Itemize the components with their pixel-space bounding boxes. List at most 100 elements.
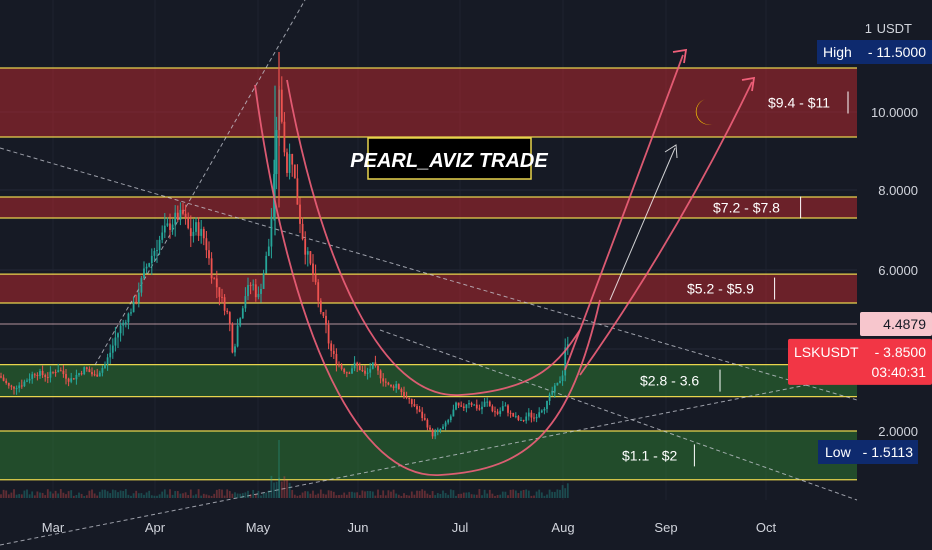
bowl-arc-inner: [286, 79, 581, 396]
volume-bar: [153, 495, 156, 498]
x-tick-label: Aug: [551, 520, 574, 535]
candle-body: [23, 381, 26, 387]
volume-bar: [447, 494, 450, 498]
candle-body: [36, 374, 39, 377]
volume-bar: [296, 495, 299, 498]
candle-body: [470, 403, 473, 405]
volume-bar: [52, 493, 54, 498]
volume-bar: [135, 490, 138, 498]
volume-bar: [208, 495, 210, 498]
volume-bar: [23, 490, 26, 498]
candle-body: [260, 288, 262, 294]
current-countdown: 03:40:31: [872, 364, 927, 380]
candle-body: [265, 255, 268, 274]
volume-bar: [473, 494, 476, 498]
volume-bar: [449, 489, 452, 498]
volume-bar: [96, 495, 99, 498]
watermark-text: PEARL_AVIZ TRADE: [350, 150, 548, 172]
candle-body: [200, 228, 203, 236]
candle-body: [525, 416, 528, 421]
y-tick-label: 6.0000: [878, 263, 918, 278]
candle-body: [462, 406, 465, 409]
candle-body: [85, 367, 88, 370]
volume-bar: [364, 491, 366, 498]
volume-bar: [137, 493, 140, 498]
candle-body: [70, 378, 73, 382]
candle-body: [340, 364, 343, 369]
candle-body: [540, 410, 543, 413]
candle-body: [403, 392, 405, 397]
descending-trendline-lower: [379, 329, 858, 501]
candle-body: [431, 429, 434, 437]
candle-body: [314, 274, 317, 283]
candle-body: [122, 322, 125, 326]
volume-bar: [85, 495, 88, 498]
volume-bar: [67, 491, 70, 498]
candle-body: [286, 152, 288, 173]
low-tag: [818, 440, 918, 464]
zone-band: [0, 68, 857, 137]
candle-body: [429, 427, 431, 430]
candle-body: [390, 384, 392, 387]
candle-body: [239, 318, 242, 326]
volume-bar: [41, 492, 44, 498]
zone-label: $9.4 - $11: [768, 95, 830, 111]
volume-bar: [369, 491, 372, 498]
candle-body: [384, 381, 387, 383]
volume-bar: [231, 493, 234, 498]
volume-bar: [124, 489, 127, 498]
candle-body: [98, 372, 101, 377]
candle-body: [114, 337, 117, 346]
candle-body: [270, 216, 273, 247]
volume-bar: [234, 492, 236, 498]
zone-band: [0, 431, 857, 480]
candle-body: [197, 222, 200, 236]
candle-body: [13, 386, 15, 389]
candle-body: [343, 368, 346, 373]
volume-bar: [5, 490, 8, 498]
candle-body: [501, 406, 504, 411]
candle-body: [67, 378, 70, 382]
volume-bar: [397, 494, 400, 498]
candle-body: [231, 323, 234, 353]
candle-body: [221, 296, 223, 298]
candle-body: [163, 225, 166, 233]
high-tag: [817, 40, 932, 64]
candle-body: [213, 278, 216, 280]
volume-bar: [431, 491, 434, 498]
candle-body: [0, 376, 2, 378]
candle-body: [166, 223, 169, 226]
candle-body: [187, 217, 190, 229]
candle-body: [465, 404, 468, 409]
candle-body: [75, 374, 78, 380]
up-arrow-curve-1: [564, 54, 684, 371]
volume-bar: [299, 495, 301, 498]
candle-body: [161, 232, 164, 240]
volume-bar: [421, 489, 424, 498]
y-tick-label: 8.0000: [878, 183, 918, 198]
candle-body: [447, 420, 450, 423]
volume-bar: [475, 494, 478, 498]
candle-body: [468, 403, 470, 405]
volume-bar: [15, 494, 18, 498]
ascending-trendline-long: [0, 374, 858, 546]
volume-bar: [205, 494, 208, 498]
currency-label: USDT: [877, 21, 912, 36]
volume-bar: [286, 479, 288, 498]
candle-body: [57, 370, 60, 373]
volume-bar: [195, 494, 197, 498]
volume-bar: [514, 490, 517, 498]
volume-bar: [429, 494, 431, 498]
volume-bar: [213, 493, 216, 498]
volume-bar: [46, 489, 49, 498]
volume-bar: [319, 489, 322, 498]
zone-band: [0, 197, 857, 218]
volume-bar: [223, 495, 226, 498]
x-tick-label: May: [246, 520, 271, 535]
white-arrow-line: [609, 147, 676, 301]
volume-bar: [80, 493, 83, 498]
volume-bar: [403, 493, 405, 498]
candle-body: [236, 325, 239, 347]
candle-body: [195, 222, 197, 232]
